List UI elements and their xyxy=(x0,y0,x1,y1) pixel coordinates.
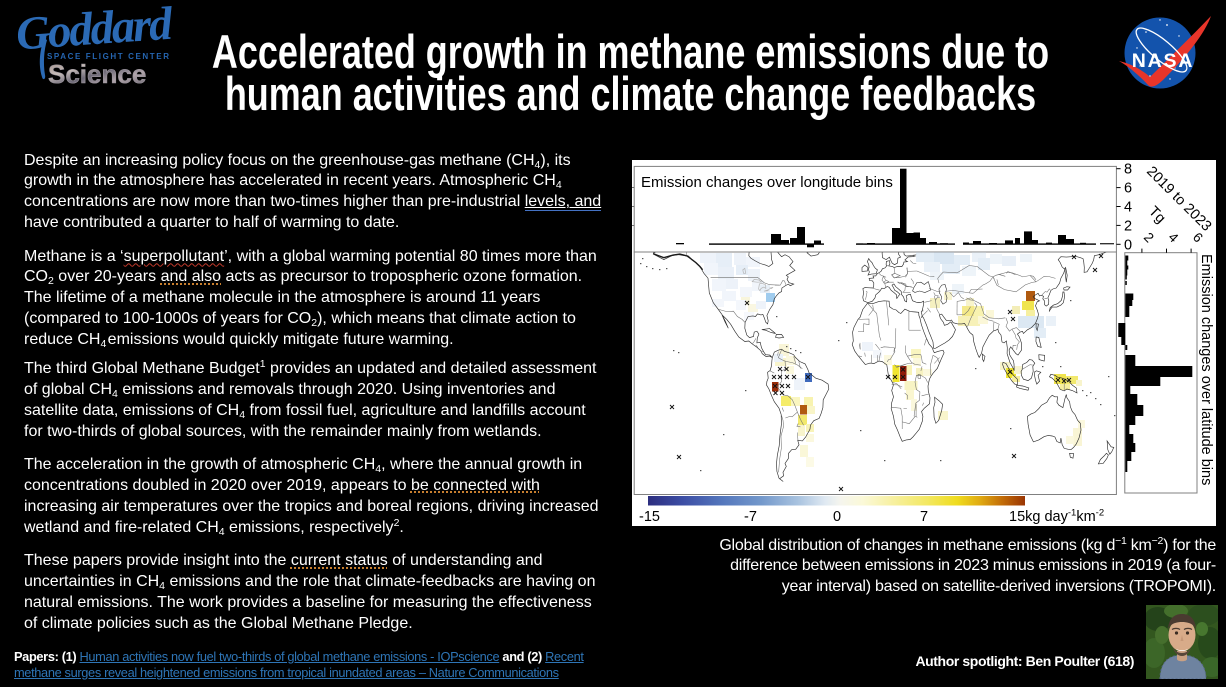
svg-text:Emission changes over latitude: Emission changes over latitude bins xyxy=(1198,254,1214,485)
svg-text:0: 0 xyxy=(1124,237,1132,253)
svg-text:15kg day-1km-2: 15kg day-1km-2 xyxy=(1009,508,1104,526)
svg-text:2: 2 xyxy=(1124,218,1132,234)
svg-text:SPACE FLIGHT CENTER: SPACE FLIGHT CENTER xyxy=(47,52,171,61)
svg-text:0: 0 xyxy=(833,509,841,525)
svg-text:7: 7 xyxy=(920,509,928,525)
svg-text:4: 4 xyxy=(1124,200,1132,216)
svg-text:Emission changes over longitud: Emission changes over longitude bins xyxy=(641,174,893,191)
svg-text:-15: -15 xyxy=(639,509,660,525)
svg-text:8: 8 xyxy=(1124,162,1132,178)
svg-text:6: 6 xyxy=(1124,181,1132,197)
svg-text:-7: -7 xyxy=(744,509,757,525)
svg-text:NASA: NASA xyxy=(1132,50,1194,72)
svg-text:Science: Science xyxy=(48,59,146,89)
